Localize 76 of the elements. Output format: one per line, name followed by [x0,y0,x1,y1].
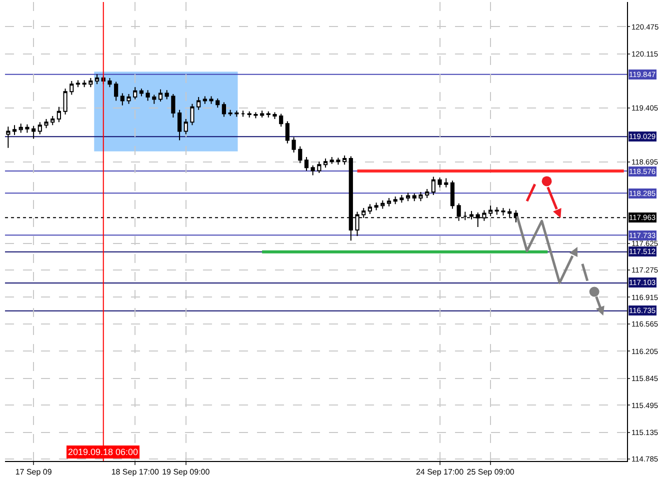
candlestick [94,74,100,85]
candlestick [386,198,392,207]
candlestick [6,126,10,148]
candlestick [380,200,385,210]
candlestick [56,106,61,123]
x-tick-label: 25 Sep 09:00 [466,468,515,477]
candlestick [139,88,144,97]
candlestick [342,155,347,166]
x-tick-label: 17 Sep 09 [15,468,52,477]
candlestick [304,156,309,172]
candlestick [317,161,322,174]
candlestick [209,96,214,104]
candlestick [514,210,518,223]
candlestick [260,110,264,118]
candlestick [488,205,493,217]
candlestick [32,125,36,140]
x-tick-label: 24 Sep 17:00 [416,468,464,477]
candlestick [431,176,436,196]
candlestick [368,204,372,215]
x-tick-label: 2019.09.18 06:00 [68,447,138,457]
candlestick [393,196,398,205]
candlestick [400,194,404,204]
candlestick [50,115,55,126]
candlestick [70,80,74,96]
candlestick [216,98,220,108]
candlestick [44,118,48,129]
candlestick [279,113,284,128]
candlestick [285,120,290,144]
candlestick [240,110,246,118]
candlestick [126,93,131,104]
candlestick [108,77,112,88]
candlestick [25,124,30,134]
candlestick [12,124,17,136]
candlestick [374,202,378,211]
x-tick-label: 19 Sep 09:00 [162,468,210,477]
candlestick [222,102,226,118]
candlestick [196,96,201,110]
candlestick [177,109,182,141]
candlestick [63,88,68,115]
candlestick [190,103,194,126]
candlestick [171,93,176,118]
candlestick [228,109,232,116]
candlestick [152,94,156,104]
candlestick [254,112,258,119]
candlestick [158,88,163,102]
candlestick [76,80,80,88]
candlestick [450,180,455,210]
candlestick [114,81,118,102]
candlestick [406,192,410,202]
candlestick [330,156,334,164]
candlestick [494,206,499,216]
candlestick [146,90,150,102]
candlestick [292,136,296,153]
candlestick [247,110,252,118]
candlestick [120,92,124,106]
candlestick [202,96,207,104]
candlestick [425,188,430,199]
x-tick-label: 18 Sep 17:00 [111,468,160,477]
candlestick [234,110,239,118]
candlestick [298,146,302,164]
candlestick [164,90,169,100]
candlestick [444,178,448,188]
candlestick [266,110,270,118]
candlestick [418,191,423,202]
candlestick [18,123,23,134]
candlestick [412,193,416,202]
candlestick [272,112,277,120]
candlestick [336,157,340,166]
candlestick [82,80,86,88]
candlestick [323,158,328,168]
candlestick [184,118,188,135]
candlestick [88,77,93,88]
candlestick [310,164,315,176]
candlestick [438,177,442,188]
candlestick [38,122,42,135]
candlestick [133,86,138,100]
